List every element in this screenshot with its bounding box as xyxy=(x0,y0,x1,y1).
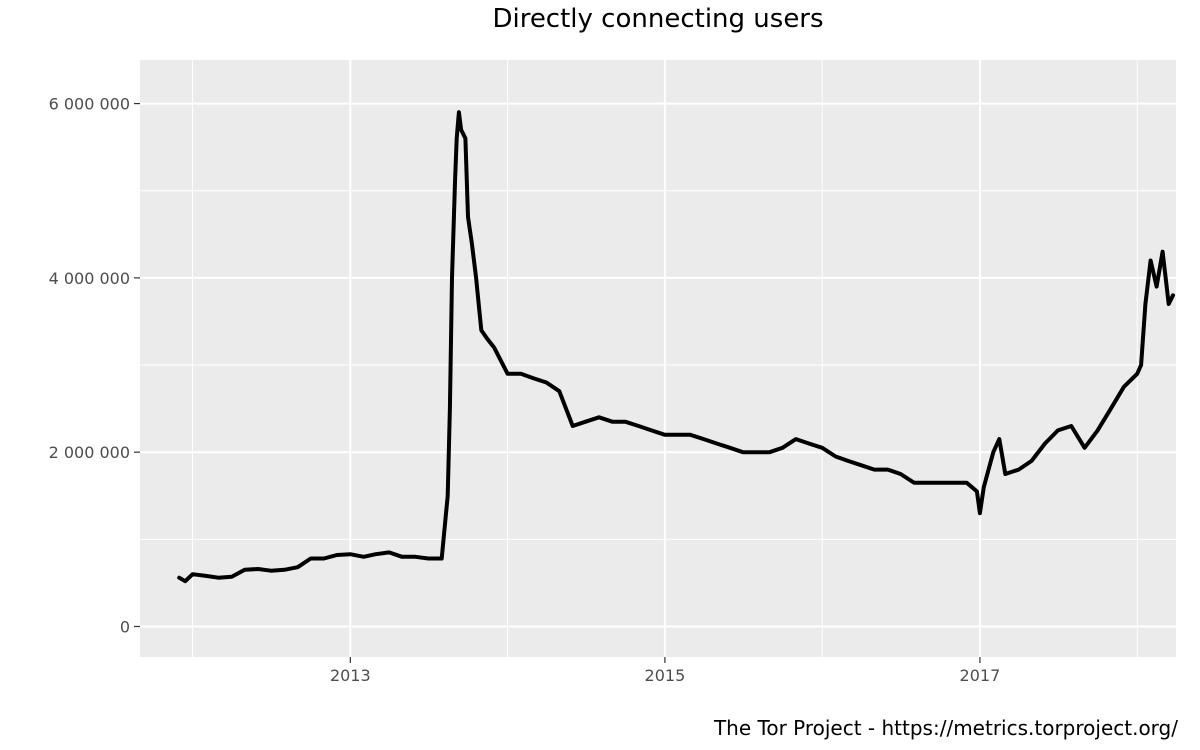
grid-lines xyxy=(140,60,1176,657)
series-line xyxy=(177,110,1175,584)
axes: 0 2 000 000 4 000 000 6 000 000 2013 2015 2017 xyxy=(49,95,1001,685)
series-layer xyxy=(177,110,1175,584)
y-tick-label: 0 xyxy=(120,617,130,636)
y-tick-label: 4 000 000 xyxy=(49,269,130,288)
chart-title: Directly connecting users xyxy=(492,4,824,34)
x-tick-label: 2015 xyxy=(645,666,686,685)
x-tick-label: 2013 xyxy=(330,666,371,685)
x-tick-label: 2017 xyxy=(960,666,1001,685)
chart-caption: The Tor Project - https://metrics.torpro… xyxy=(713,716,1178,740)
y-tick-label: 2 000 000 xyxy=(49,443,130,462)
y-tick-label: 6 000 000 xyxy=(49,95,130,114)
